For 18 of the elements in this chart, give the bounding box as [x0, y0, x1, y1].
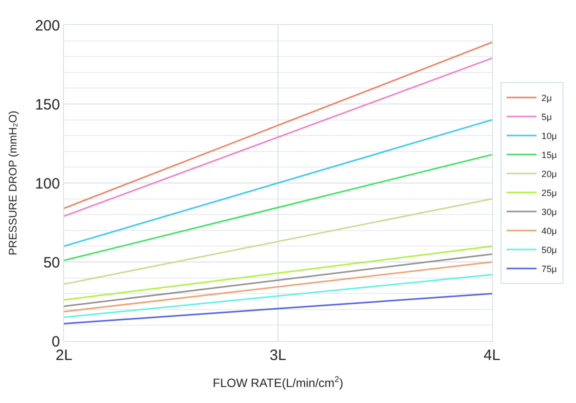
legend-label: 15μ — [542, 150, 557, 160]
x-tick-label: 4L — [484, 347, 500, 364]
legend-label: 40μ — [542, 226, 557, 236]
legend-label: 50μ — [542, 245, 557, 256]
legend-label: 30μ — [542, 207, 557, 218]
legend-label: 2μ — [542, 93, 552, 104]
y-tick-label: 100 — [34, 175, 60, 192]
legend-label: 75μ — [542, 264, 557, 274]
y-tick-label: 50 — [43, 254, 60, 272]
y-axis-title: PRESSURE DROP (mmH₂O) — [8, 110, 20, 256]
legend-label: 10μ — [542, 131, 557, 142]
y-tick-label: 200 — [34, 17, 60, 34]
legend-label: 5μ — [542, 112, 552, 122]
legend-label: 25μ — [542, 188, 557, 198]
legend-label: 20μ — [542, 169, 557, 180]
y-tick-label: 150 — [34, 96, 60, 114]
x-axis-title: FLOW RATE(L/min/cm$^{2}$) — [212, 374, 344, 390]
x-tick-label: 3L — [270, 347, 286, 364]
